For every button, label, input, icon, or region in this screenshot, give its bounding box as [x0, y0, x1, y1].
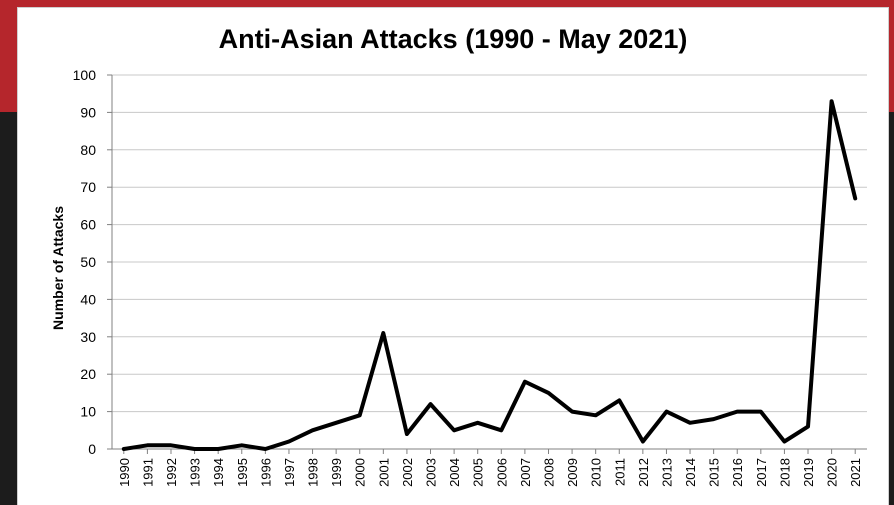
data-point: [381, 331, 385, 335]
gridlines: [112, 74, 867, 413]
data-point: [145, 443, 149, 447]
x-tick-label: 2018: [777, 458, 792, 487]
y-tick-label: 30: [80, 329, 96, 345]
data-point: [712, 417, 716, 421]
data-point: [405, 432, 409, 436]
data-point: [617, 398, 621, 402]
data-point: [546, 391, 550, 395]
y-tick-label: 10: [80, 404, 96, 420]
chart-title: Anti-Asian Attacks (1990 - May 2021): [218, 24, 688, 54]
chart-card: Anti-Asian Attacks (1990 - May 2021) 0 10…: [18, 8, 888, 505]
data-point: [240, 443, 244, 447]
y-tick-label: 60: [80, 217, 96, 233]
x-tick-label: 2017: [754, 458, 769, 487]
x-tick-label: 2016: [730, 458, 745, 487]
data-point: [499, 428, 503, 432]
x-tick-labels: 1990 1991 1992 1993 1994 1995 1996 1997 1998 1999…: [117, 458, 863, 487]
data-point: [287, 440, 291, 444]
data-point: [169, 443, 173, 447]
x-tick-label: 2019: [801, 458, 816, 487]
data-point: [523, 380, 527, 384]
data-point: [830, 99, 834, 103]
x-tick-label: 2006: [494, 458, 509, 487]
data-point: [806, 425, 810, 429]
x-tick-label: 2005: [471, 458, 486, 487]
data-point: [429, 402, 433, 406]
x-tick-label: 1993: [188, 458, 203, 487]
y-tick-label: 50: [80, 254, 96, 270]
y-axis-label: Number of Attacks: [50, 206, 66, 330]
data-point: [594, 413, 598, 417]
data-point: [311, 428, 315, 432]
x-tick-label: 2015: [707, 458, 722, 487]
data-point: [570, 410, 574, 414]
x-tick-label: 1997: [282, 458, 297, 487]
y-tick-labels: 0 10 20 30 40 50 60 70 80 90 100: [73, 67, 97, 457]
x-tick-label: 2002: [400, 458, 415, 487]
y-tick-label: 100: [73, 67, 97, 83]
data-point: [688, 421, 692, 425]
x-tick-label: 2012: [636, 458, 651, 487]
x-tick-label: 2021: [848, 458, 863, 487]
x-tick-label: 2000: [353, 458, 368, 487]
data-point: [263, 447, 267, 451]
y-tick-label: 0: [88, 441, 96, 457]
x-tick-label: 1991: [140, 458, 155, 487]
series-polyline: [121, 99, 858, 451]
x-tick-label: 1990: [117, 458, 132, 487]
x-tick-label: 2009: [565, 458, 580, 487]
data-point: [853, 196, 857, 200]
x-tick-label: 2007: [518, 458, 533, 487]
x-tick-label: 2011: [612, 458, 627, 486]
data-point: [782, 440, 786, 444]
x-tick-label: 1994: [211, 458, 226, 487]
x-tick-label: 1998: [306, 458, 321, 487]
x-tick-label: 2001: [376, 458, 391, 487]
x-tick-label: 2003: [424, 458, 439, 487]
x-tick-label: 1992: [164, 458, 179, 487]
data-point: [735, 410, 739, 414]
data-point: [122, 447, 126, 451]
x-tick-label: 2010: [589, 458, 604, 487]
data-point: [216, 447, 220, 451]
y-tick-label: 80: [80, 142, 96, 158]
x-tick-label: 1996: [258, 458, 273, 487]
y-tick-label: 40: [80, 291, 96, 307]
data-point: [759, 410, 763, 414]
data-point: [452, 428, 456, 432]
data-point: [193, 447, 197, 451]
y-tick-label: 90: [80, 104, 96, 120]
x-tick-label: 1995: [235, 458, 250, 487]
x-tick-label: 2008: [541, 458, 556, 487]
series-line: [121, 99, 858, 451]
axes: [107, 74, 867, 454]
x-tick-label: 2014: [683, 458, 698, 487]
data-point: [641, 440, 645, 444]
x-tick-label: 1999: [329, 458, 344, 487]
y-tick-label: 20: [80, 366, 96, 382]
x-tick-label: 2004: [447, 458, 462, 487]
x-tick-label: 2020: [825, 458, 840, 487]
data-point: [334, 421, 338, 425]
y-tick-label: 70: [80, 179, 96, 195]
data-point: [664, 410, 668, 414]
x-tick-label: 2013: [659, 458, 674, 487]
data-point: [476, 421, 480, 425]
data-point: [358, 413, 362, 417]
